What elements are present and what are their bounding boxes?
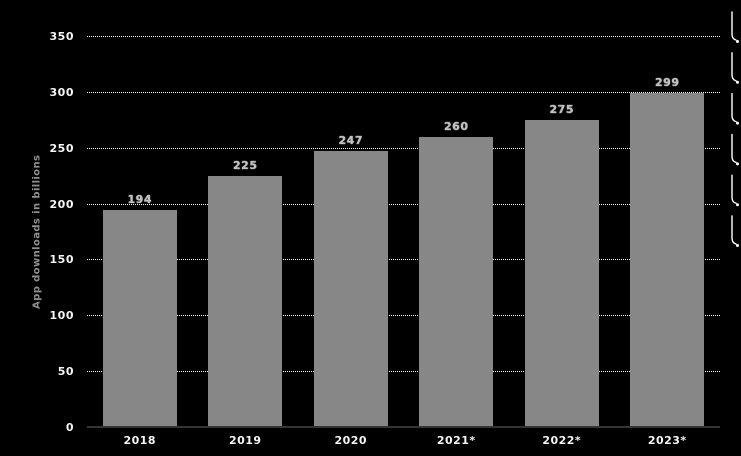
bar-value-label: 194 bbox=[127, 193, 152, 207]
edge-mark bbox=[731, 11, 737, 41]
gridline bbox=[87, 203, 720, 205]
edge-mark bbox=[731, 174, 737, 204]
bar bbox=[102, 210, 177, 427]
edge-mark bbox=[731, 52, 737, 82]
y-tick-label: 200 bbox=[49, 197, 74, 211]
y-tick-label: 350 bbox=[49, 30, 74, 43]
x-axis-label: 2023* bbox=[647, 434, 687, 447]
plot-area: 194 225 247 260 275 299 bbox=[87, 36, 720, 428]
gridline bbox=[87, 147, 720, 149]
edge-mark-dot bbox=[736, 162, 739, 166]
bar bbox=[524, 119, 599, 427]
bar-value-label: 299 bbox=[655, 75, 680, 89]
edge-mark-dot bbox=[736, 40, 739, 43]
bar-value-label: 225 bbox=[233, 158, 258, 172]
edge-mark bbox=[731, 92, 737, 123]
edge-mark bbox=[731, 215, 737, 245]
x-axis-label: 2019 bbox=[228, 434, 262, 447]
edge-mark-dot bbox=[736, 203, 739, 207]
y-tick-label: 150 bbox=[49, 253, 74, 267]
edge-mark-dot bbox=[736, 244, 739, 247]
bar bbox=[208, 175, 283, 427]
bar-value-label: 247 bbox=[338, 134, 363, 148]
edge-mark-dot bbox=[736, 121, 739, 125]
bar-value-label: 275 bbox=[549, 102, 574, 116]
x-axis-line bbox=[87, 426, 720, 428]
y-tick-label: 100 bbox=[49, 309, 74, 323]
x-axis-label: 2021* bbox=[436, 434, 476, 447]
y-tick-label: 300 bbox=[49, 85, 74, 99]
edge-mark-dot bbox=[736, 80, 739, 84]
gridline bbox=[87, 259, 720, 261]
gridline bbox=[87, 91, 720, 93]
edge-mark bbox=[731, 133, 737, 164]
y-tick-label: 0 bbox=[65, 421, 74, 434]
gridline bbox=[87, 315, 720, 317]
gridline bbox=[87, 371, 720, 373]
gridline bbox=[87, 36, 720, 37]
right-edge-marks bbox=[731, 11, 739, 247]
bar bbox=[313, 151, 388, 427]
x-axis-label: 2020 bbox=[334, 434, 368, 447]
bar-value-label: 260 bbox=[444, 119, 469, 133]
y-tick-label: 250 bbox=[49, 141, 74, 155]
x-axis-label: 2018 bbox=[123, 434, 157, 447]
y-tick-label: 50 bbox=[57, 365, 74, 379]
bar bbox=[630, 92, 705, 427]
bar bbox=[419, 136, 494, 427]
x-axis-label: 2022* bbox=[542, 434, 582, 447]
